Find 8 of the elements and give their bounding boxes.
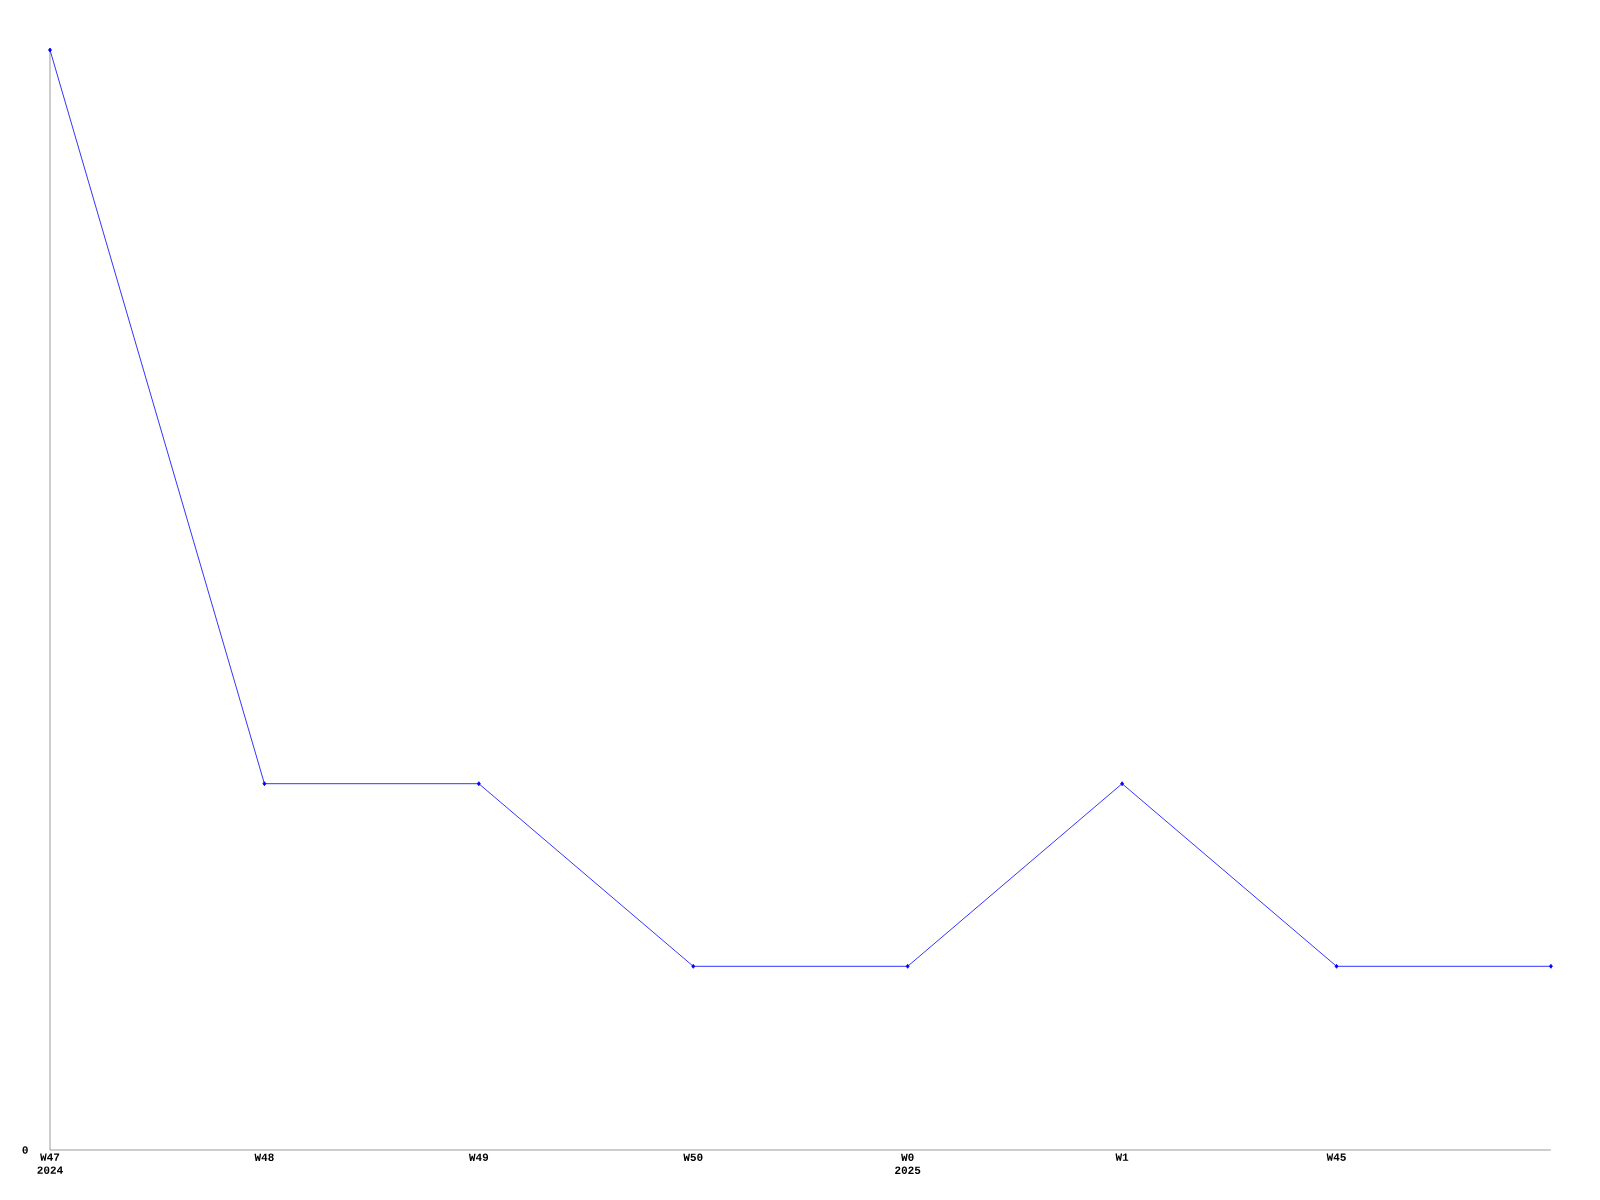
x-tick-label: W49 <box>468 1153 489 1161</box>
x-tick-label: W47 2024 <box>37 1153 63 1174</box>
x-tick-label: W48 <box>254 1153 274 1161</box>
text: 0 <box>22 1146 28 1154</box>
x-tick-label: W45 <box>1326 1153 1346 1161</box>
x-tick-label: W0 2025 <box>895 1153 921 1174</box>
x-tick-label: W50 <box>683 1153 703 1161</box>
x-tick-label: W1 <box>1115 1153 1129 1161</box>
